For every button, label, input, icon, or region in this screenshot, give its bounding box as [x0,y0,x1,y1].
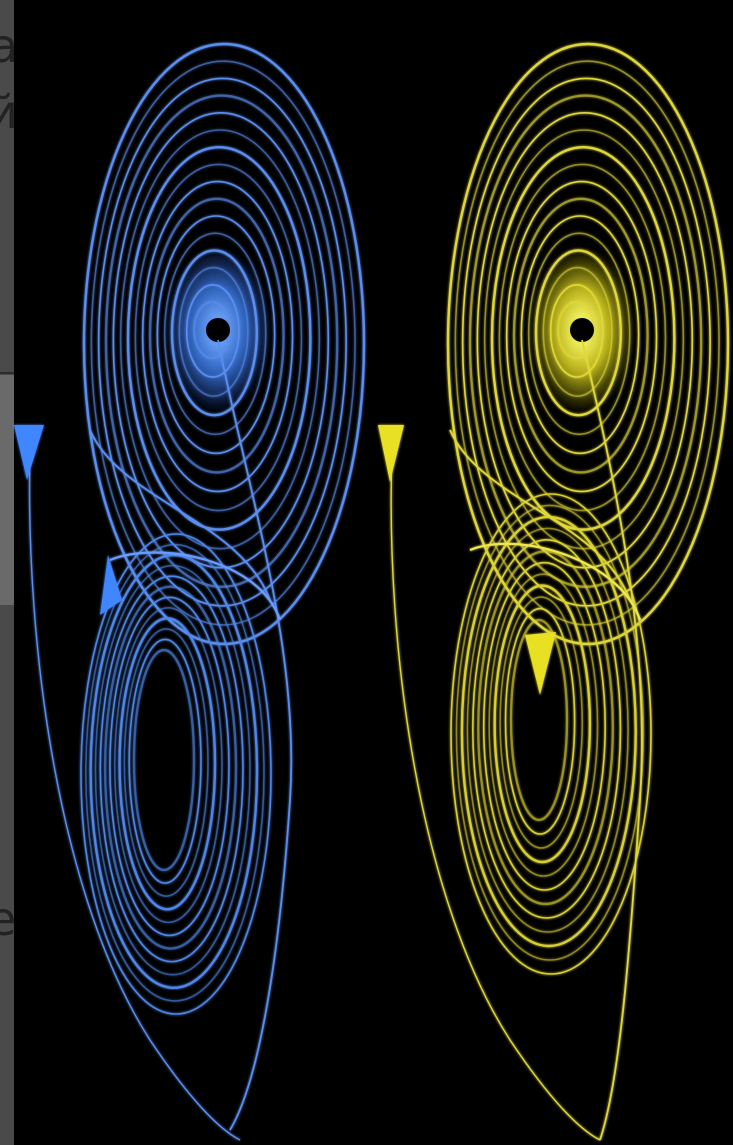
orbit [128,638,202,884]
attractors [14,42,730,1141]
trajectory [390,449,601,1141]
orbit [493,584,592,864]
cone-marker [14,425,44,480]
trajectory [581,339,643,1141]
trajectory [217,339,293,1131]
orbit [542,266,613,397]
cone-marker [100,555,122,615]
orbit [504,607,576,835]
orbit [148,197,285,474]
orbit [446,42,730,646]
trajectory [28,449,241,1141]
orbit [520,215,640,455]
orbit [483,129,685,550]
orbit [94,564,251,976]
trajectory [469,542,642,621]
orbit [82,42,366,646]
orbit [466,527,629,933]
core [570,318,594,342]
text-fragment: е [0,892,16,946]
orbit [126,145,312,531]
orbit [482,561,606,891]
orbit [123,628,209,897]
orbit [97,77,347,607]
text-fragment: а [0,19,18,73]
orbit [472,539,622,919]
cone-marker [378,425,404,482]
orbit [90,60,356,626]
orbit [163,232,267,436]
trajectory [89,429,271,601]
orbit [134,163,303,512]
core [206,318,230,342]
orbit [490,145,676,531]
orbit [113,607,223,924]
orbit [498,163,667,512]
orbit [534,249,623,417]
orbit [454,60,720,626]
orbit [488,573,599,877]
orbit [455,504,645,961]
orbit [527,232,631,436]
orbit [477,550,615,906]
cone-marker [525,632,556,695]
orbit [119,129,321,550]
orbit [549,283,604,378]
trajectory [449,429,631,601]
orbit [141,180,294,493]
orbit [185,283,240,378]
orbit [118,617,217,911]
orbit [112,112,330,569]
orbit [99,575,244,963]
orbit [178,266,249,397]
orbit [80,533,272,1015]
orbit [509,618,569,822]
trajectory [109,551,282,621]
orbit [109,596,230,937]
orbit [170,249,259,417]
text-fragment: й [0,85,18,139]
orbit [89,553,259,990]
side-strip-light [0,375,14,605]
orbit [85,543,265,1002]
orbit [505,180,658,493]
orbit [512,197,649,474]
orbit [132,648,196,872]
orbit [103,585,238,950]
orbit [499,596,584,849]
orbit [450,493,652,975]
orbit [156,215,276,455]
orbit [104,94,339,589]
